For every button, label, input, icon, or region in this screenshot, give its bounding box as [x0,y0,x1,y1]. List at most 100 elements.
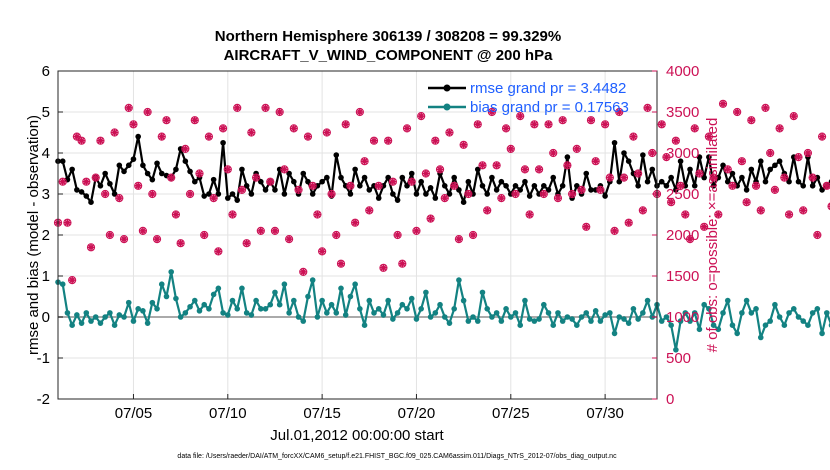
bias-point [427,314,434,320]
assimilated-obs-stroke [422,170,429,177]
rmse-point [559,183,566,189]
possible-obs-ring [91,173,100,182]
possible-obs-ring [624,218,633,227]
assimilated-obs-stroke [682,211,689,218]
rmse-point [602,193,608,199]
bias-point [739,310,745,316]
possible-obs-ring [690,124,699,133]
y-right-tick-label: 1000 [666,309,699,326]
rmse-point [319,178,325,185]
bias-point [333,310,340,316]
obs-marker [445,128,454,137]
bias-point [361,322,368,329]
assimilated-obs-stroke [186,190,194,198]
assimilated-obs-stroke [517,113,524,120]
obs-marker [572,144,581,153]
obs-marker [737,157,746,166]
obs-marker [233,103,242,113]
obs-marker [379,263,388,272]
assimilated-obs-stroke [460,141,467,148]
assimilated-obs-stroke [446,129,453,136]
bias-point [550,322,557,329]
assimilated-obs-stroke [106,231,113,239]
obs-marker [247,128,256,137]
rmse-point [243,183,250,189]
legend-rmse-label: rmse grand pr = 3.4482 [470,80,626,97]
possible-obs-ring [426,214,435,223]
rmse-point [404,183,410,189]
possible-obs-ring [737,157,746,166]
assimilated-obs-stroke [465,190,472,198]
bias-point [701,301,707,308]
bias-point [748,310,755,316]
assimilated-obs-stroke [144,108,151,116]
possible-obs-ring [143,107,152,117]
obs-marker [624,218,633,227]
assimilated-obs-stroke [809,174,816,181]
possible-obs-ring [822,181,830,190]
rmse-point [522,178,528,185]
assimilated-obs-stroke [710,174,717,181]
bias-point [625,320,632,326]
bias-point [385,297,391,304]
assimilated-obs-stroke [125,104,132,111]
grid-lines [58,70,657,400]
assimilated-obs-stroke [149,190,156,198]
possible-obs-ring [714,210,723,219]
possible-obs-ring [516,112,525,121]
obs-marker [431,136,440,145]
assimilated-obs-stroke [337,260,345,267]
obs-marker [417,112,426,121]
rmse-point [484,191,491,197]
obs-marker [563,161,572,170]
rmse-point [446,191,453,197]
bias-point [489,314,495,320]
rmse-point [69,166,75,173]
assimilated-obs-stroke [639,207,646,214]
obs-marker [714,210,723,219]
rmse-point [300,170,307,177]
bias-point [673,347,679,353]
assimilated-obs-stroke [172,211,180,218]
obs-marker [402,124,412,133]
assimilated-obs-stroke [219,125,227,132]
bias-point [635,316,641,322]
assimilated-obs-stroke [130,121,137,128]
y-left-tick-label: 6 [42,63,50,80]
bias-point [305,293,311,300]
bias-point [762,322,769,329]
possible-obs-ring [200,230,209,240]
obs-marker [294,185,303,194]
rmse-point [786,178,792,185]
bias-point [408,295,415,302]
rmse-point [805,154,811,160]
possible-obs-ring [379,263,388,272]
possible-obs-ring [605,173,614,182]
bias-point [154,306,160,312]
rmse-point [88,199,94,205]
rmse-point [149,176,156,183]
x-tick-label: 07/25 [492,405,530,422]
possible-obs-ring [124,103,133,113]
obs-marker [718,99,728,108]
assimilated-obs-stroke [436,166,444,173]
assimilated-obs-stroke [399,260,406,267]
possible-obs-ring [751,181,761,190]
bias-point [121,314,127,320]
possible-obs-ring [827,202,830,211]
bias-point [272,289,278,296]
bias-point [583,310,590,316]
possible-obs-ring [742,198,751,207]
obs-marker [374,181,383,190]
assimilated-obs-stroke [531,121,538,128]
rmse-point [361,174,368,181]
assimilated-obs-stroke [691,125,698,132]
assimilated-obs-stroke [238,186,246,193]
obs-marker [454,235,464,244]
obs-marker [388,177,397,186]
possible-obs-ring [185,189,195,199]
bias-point [437,301,443,308]
obs-marker [605,173,614,182]
assimilated-obs-stroke [535,166,543,173]
